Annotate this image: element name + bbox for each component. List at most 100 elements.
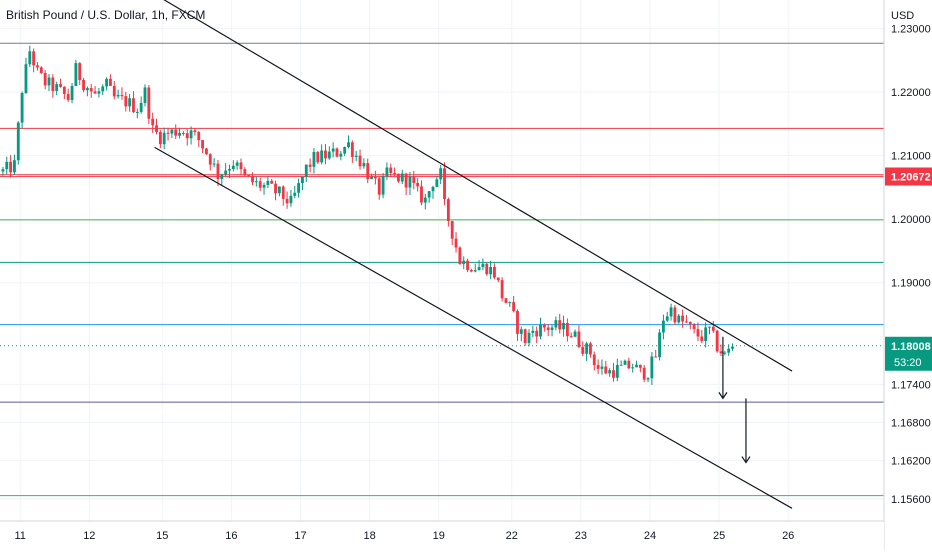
candle-body xyxy=(692,324,696,330)
candle-body xyxy=(400,173,404,182)
candle-body xyxy=(304,164,308,177)
candle-body xyxy=(116,94,120,97)
candle-body xyxy=(162,132,166,145)
candle-body xyxy=(358,155,362,167)
candle-body xyxy=(496,277,500,281)
candle-body xyxy=(416,182,420,187)
candle-body xyxy=(493,267,496,278)
candle-body xyxy=(612,370,615,378)
candle-body xyxy=(324,150,327,159)
candle-body xyxy=(446,199,450,222)
candle-body xyxy=(454,238,458,248)
candle-body xyxy=(527,332,531,343)
candle-body xyxy=(469,270,473,272)
candle-body xyxy=(354,155,358,157)
time-axis: 11 12 15 16 17 18 19 22 23 24 25 26 xyxy=(0,520,884,550)
candle-body xyxy=(646,378,650,380)
candle-body xyxy=(59,84,62,87)
candle-body xyxy=(439,168,443,180)
candle-body xyxy=(704,327,708,342)
candle-body xyxy=(247,175,251,177)
candle-body xyxy=(266,180,270,185)
price-tick-label: 1.15600 xyxy=(891,494,931,506)
arrow-head xyxy=(718,392,728,400)
candle-body xyxy=(523,329,527,343)
price-tick-label: 1.16800 xyxy=(891,418,931,430)
candle-body xyxy=(581,346,585,354)
trend-line xyxy=(163,0,793,372)
candle-body xyxy=(650,356,654,379)
candle-body xyxy=(36,65,39,68)
candle-body xyxy=(585,343,589,354)
candle-body xyxy=(466,260,469,271)
candle-body xyxy=(339,153,343,157)
candle-body xyxy=(373,176,377,179)
candle-body xyxy=(74,63,78,86)
candle-body xyxy=(181,132,185,134)
candle-body xyxy=(285,198,289,204)
candle-body xyxy=(193,130,197,133)
candle-body xyxy=(500,280,504,299)
candle-body xyxy=(685,321,688,323)
candle-body xyxy=(623,360,627,365)
candle-body xyxy=(435,179,439,187)
price-tick-label: 1.17400 xyxy=(891,379,931,391)
candle-body xyxy=(542,324,546,328)
candle-body xyxy=(112,85,116,97)
candle-body xyxy=(105,78,109,87)
red-level-price-label: 1.20672 xyxy=(891,172,931,184)
candle-body xyxy=(412,176,416,183)
candle-body xyxy=(658,332,661,358)
candle-body xyxy=(688,322,692,325)
candle-body xyxy=(397,173,400,182)
candle-body xyxy=(128,98,132,107)
candle-body xyxy=(546,327,550,331)
candle-body xyxy=(393,172,397,174)
candle-body xyxy=(677,315,681,323)
candle-body xyxy=(231,165,235,170)
chart-title: British Pound / U.S. Dollar, 1h, FXCM xyxy=(6,8,206,22)
candle-body xyxy=(669,307,673,317)
candle-body xyxy=(274,183,277,194)
candle-body xyxy=(665,316,669,321)
candle-body xyxy=(681,315,685,322)
red-level-price-tag xyxy=(885,167,932,186)
candle-body xyxy=(289,195,293,204)
candle-body xyxy=(308,164,312,167)
candle-body xyxy=(331,148,335,152)
candle-body xyxy=(89,88,93,92)
candle-body xyxy=(450,221,454,239)
candle-body xyxy=(462,260,466,265)
candle-body xyxy=(592,354,596,366)
candle-body xyxy=(370,176,373,179)
candle-body xyxy=(251,175,254,183)
candle-body xyxy=(243,169,247,176)
candle-body xyxy=(723,352,727,354)
candle-body xyxy=(93,91,97,94)
candle-body xyxy=(727,348,731,353)
candle-body xyxy=(366,163,370,179)
candle-body xyxy=(519,329,523,334)
candle-body xyxy=(431,186,435,192)
candle-body xyxy=(377,178,381,195)
candle-body xyxy=(504,298,508,303)
price-tick-label: 1.22000 xyxy=(891,87,931,99)
candle-body xyxy=(312,151,316,167)
candle-body xyxy=(1,169,5,172)
candle-body xyxy=(205,148,208,155)
candle-body xyxy=(458,247,462,265)
candle-body xyxy=(228,169,231,171)
candle-body xyxy=(124,96,128,107)
candle-body xyxy=(316,151,320,163)
candle-body xyxy=(258,181,262,188)
candle-body xyxy=(197,132,201,141)
current-price-label: 1.18008 xyxy=(891,341,931,353)
candle-body xyxy=(362,163,366,167)
candle-body xyxy=(661,320,665,333)
candle-body xyxy=(143,87,147,103)
candle-body xyxy=(24,64,28,94)
candle-body xyxy=(715,330,719,352)
candle-body xyxy=(423,197,427,203)
candle-body xyxy=(9,161,13,173)
